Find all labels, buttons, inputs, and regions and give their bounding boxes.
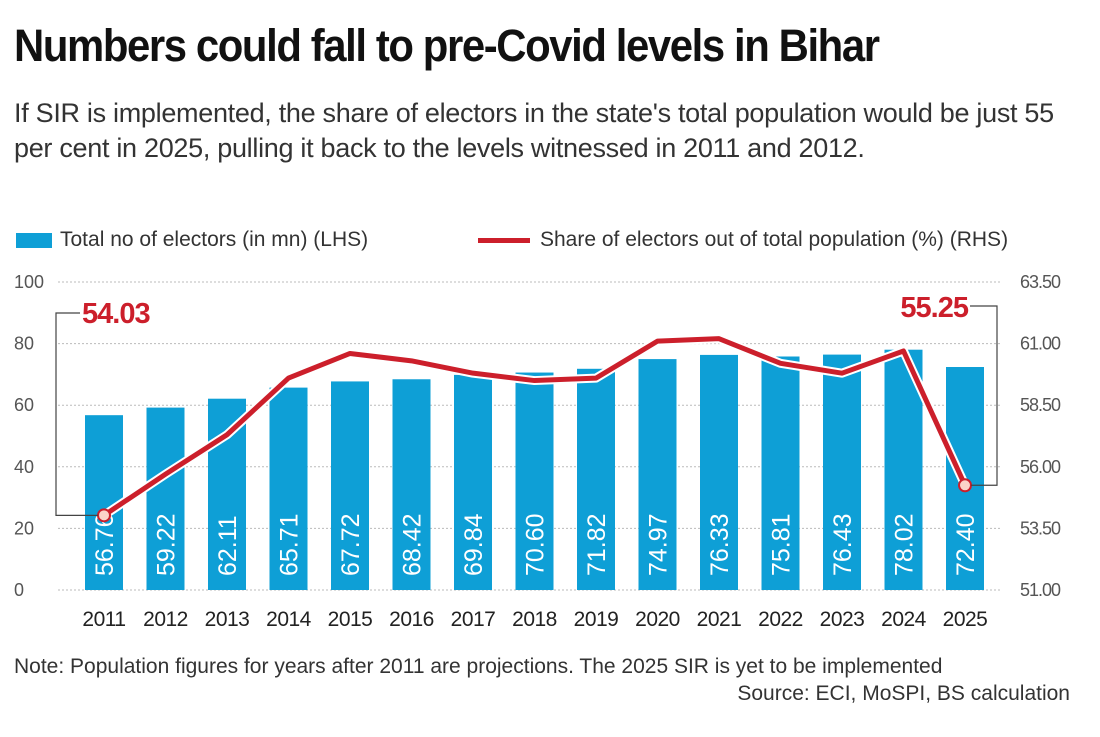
bar-value-label: 76.43	[829, 513, 857, 576]
legend-line-label: Share of electors out of total populatio…	[540, 228, 1009, 251]
annotation-bracket-2011	[55, 312, 98, 516]
annotation-bracket-2025	[970, 305, 998, 486]
annotation-2011: 54.03	[82, 298, 150, 330]
bar-2017	[454, 374, 492, 590]
legend-line: Share of electors out of total populatio…	[478, 228, 1008, 252]
x-tick-label: 2012	[143, 608, 188, 631]
left-tick-label: 80	[14, 334, 34, 354]
bar-value-label: 65.71	[276, 513, 304, 576]
bar-value-label: 78.02	[891, 513, 919, 576]
x-tick-label: 2018	[512, 608, 557, 631]
bar-2014	[269, 387, 308, 590]
x-tick-label: 2024	[881, 608, 927, 631]
right-tick-label: 51.00	[1020, 580, 1061, 600]
bar-value-label: 69.84	[460, 513, 488, 576]
x-tick-label: 2020	[635, 608, 680, 631]
bar-2021	[700, 354, 738, 590]
chart-title: Numbers could fall to pre-Covid levels i…	[14, 20, 880, 71]
bar-value-label: 62.11	[214, 515, 242, 576]
x-tick-label: 2025	[943, 608, 988, 631]
chart-source: Source: ECI, MoSPI, BS calculation	[737, 682, 1070, 705]
x-tick-label: 2014	[266, 608, 312, 631]
x-tick-label: 2021	[697, 608, 742, 631]
left-tick-label: 100	[14, 272, 44, 292]
x-tick-label: 2022	[758, 608, 803, 631]
x-tick-label: 2016	[389, 608, 434, 631]
x-tick-label: 2017	[451, 608, 496, 631]
x-tick-label: 2011	[82, 608, 125, 631]
bar-2020	[638, 359, 677, 590]
left-tick-label: 40	[14, 457, 34, 477]
annotation-2025: 55.25	[900, 292, 968, 324]
bar-2018	[515, 372, 554, 590]
bar-value-label: 76.33	[706, 513, 734, 576]
bar-value-label: 56.76	[91, 513, 119, 576]
right-tick-label: 53.50	[1020, 518, 1061, 538]
legend-bars: Total no of electors (in mn) (LHS)	[16, 228, 368, 252]
bar-value-label: 71.82	[583, 513, 611, 576]
right-tick-label: 58.50	[1020, 395, 1061, 415]
bar-value-label: 72.40	[952, 513, 980, 576]
left-tick-label: 20	[14, 518, 34, 538]
x-tick-label: 2019	[574, 608, 619, 631]
point-2025	[958, 478, 972, 493]
bar-2012	[146, 407, 185, 590]
bar-2023	[823, 354, 861, 590]
bar-2024	[884, 349, 923, 590]
point-2011	[97, 508, 111, 523]
bar-value-label: 70.60	[522, 513, 550, 576]
x-tick-label: 2013	[205, 608, 250, 631]
left-tick-label: 60	[14, 395, 34, 415]
left-tick-label: 0	[14, 580, 24, 600]
bar-2022	[761, 356, 800, 590]
legend-bar-swatch	[16, 232, 52, 248]
right-tick-label: 63.50	[1020, 272, 1061, 292]
x-tick-label: 2015	[328, 608, 373, 631]
bar-2019	[577, 368, 615, 590]
legend-line-swatch	[478, 237, 530, 243]
bar-2015	[331, 381, 369, 590]
bar-value-label: 59.22	[153, 513, 181, 576]
right-tick-label: 61.00	[1020, 334, 1061, 354]
bar-value-label: 74.97	[645, 513, 673, 576]
legend-bar-label: Total no of electors (in mn) (LHS)	[60, 228, 369, 251]
bar-value-label: 67.72	[337, 513, 365, 576]
bar-value-label: 68.42	[399, 513, 427, 576]
right-tick-label: 56.00	[1020, 457, 1061, 477]
bar-value-label: 75.81	[768, 513, 796, 576]
bar-2016	[392, 379, 431, 590]
share-line	[102, 336, 968, 518]
chart-subtitle: If SIR is implemented, the share of elec…	[14, 98, 1054, 163]
x-tick-label: 2023	[820, 608, 865, 631]
chart-note: Note: Population figures for years after…	[14, 655, 943, 678]
